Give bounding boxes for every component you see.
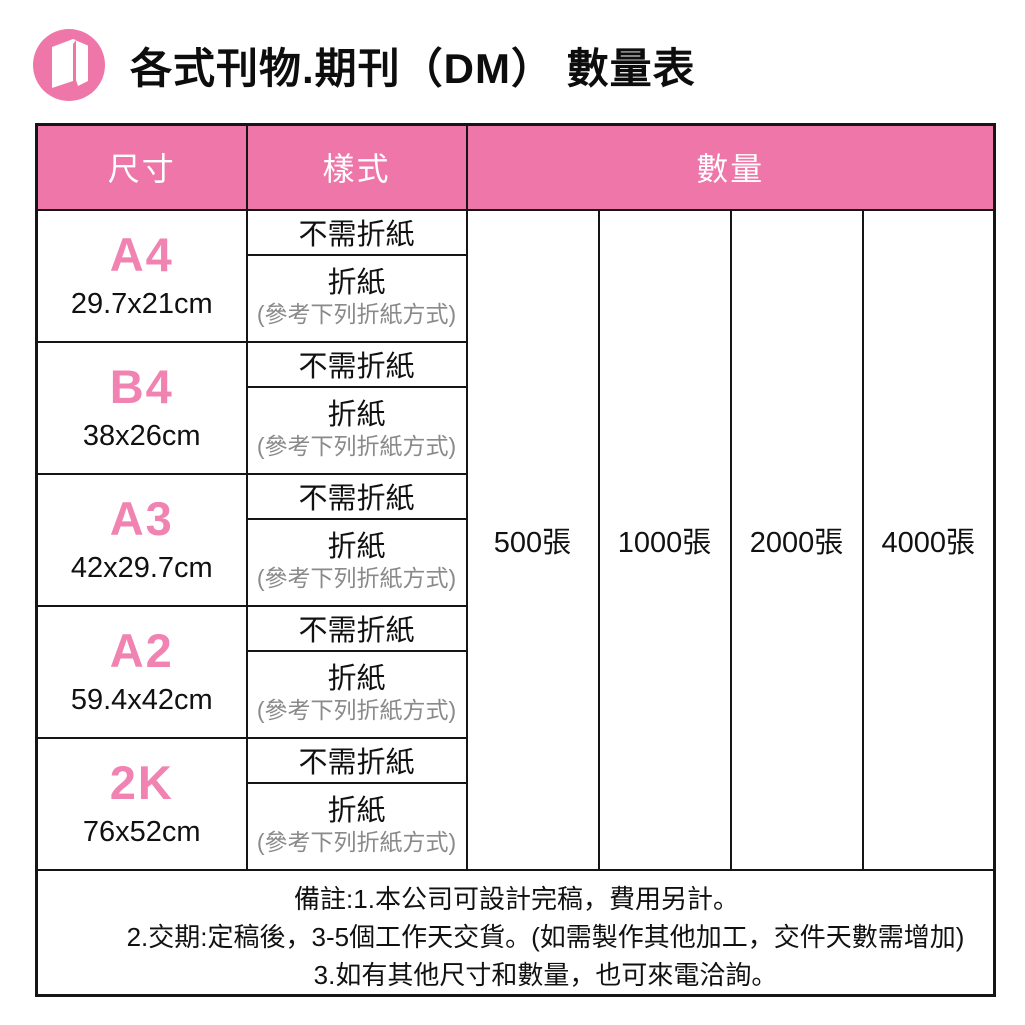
size-dimensions: 38x26cm <box>82 419 201 452</box>
style-fold-cell: 折紙 (參考下列折紙方式) <box>245 253 468 343</box>
style-fold-cell: 折紙 (參考下列折紙方式) <box>245 517 468 607</box>
size-label: A2 <box>109 624 174 678</box>
style-no-fold-cell: 不需折紙 <box>245 604 468 652</box>
note-line-3: 3.如有其他尺寸和數量，也可來電洽詢。 <box>313 959 778 990</box>
size-cell-a4: A4 29.7x21cm <box>35 208 248 343</box>
table-row: 折紙 (參考下列折紙方式) <box>37 385 995 475</box>
table-row: A3 42x29.7cm 不需折紙 <box>35 472 995 607</box>
style-fold-note: (參考下列折紙方式) <box>256 433 457 460</box>
size-cell-2k: 2K 76x52cm <box>35 736 248 871</box>
table-row: 折紙 (參考下列折紙方式) <box>37 649 995 739</box>
style-no-fold-cell: 不需折紙 <box>245 736 468 784</box>
style-fold-cell: 折紙 (參考下列折紙方式) <box>245 649 468 739</box>
style-no-fold-cell: 不需折紙 <box>245 208 468 256</box>
style-fold-label: 折紙 <box>327 398 386 431</box>
quantity-cell: 500張 <box>465 208 600 871</box>
note-line-2: 2.交期:定稿後，3-5個工作天交貨。(如需製作其他加工，交件天數需增加) <box>126 921 965 952</box>
quantity-table: 尺寸 樣式 數量 A4 29.7x21cm 不需折紙 500張 1000張 20… <box>35 123 997 997</box>
size-dimensions: 59.4x42cm <box>70 683 213 716</box>
style-no-fold-cell: 不需折紙 <box>245 340 468 388</box>
size-dimensions: 29.7x21cm <box>70 287 213 320</box>
size-label: A3 <box>109 492 174 546</box>
style-fold-cell: 折紙 (參考下列折紙方式) <box>245 385 468 475</box>
style-fold-note: (參考下列折紙方式) <box>256 301 457 328</box>
quantity-cell: 1000張 <box>597 208 732 871</box>
header-style: 樣式 <box>245 123 468 211</box>
table-row: 2K 76x52cm 不需折紙 <box>35 736 995 871</box>
size-cell-a3: A3 42x29.7cm <box>35 472 248 607</box>
quantity-cell: 2000張 <box>729 208 864 871</box>
page-header: 各式刊物.期刊（DM） 數量表 <box>32 28 696 102</box>
size-label: A4 <box>109 228 174 282</box>
header-size: 尺寸 <box>35 123 248 211</box>
header-quantity: 數量 <box>465 123 996 211</box>
style-fold-cell: 折紙 (參考下列折紙方式) <box>245 781 468 871</box>
notes-cell: 備註:1.本公司可設計完稿，費用另計。 2.交期:定稿後，3-5個工作天交貨。(… <box>35 868 996 996</box>
note-line-1: 備註:1.本公司可設計完稿，費用另計。 <box>294 883 739 914</box>
size-cell-b4: B4 38x26cm <box>35 340 248 475</box>
size-label: 2K <box>109 756 174 810</box>
style-no-fold-cell: 不需折紙 <box>245 472 468 520</box>
table-row: 折紙 (參考下列折紙方式) <box>37 517 995 607</box>
table-row: 折紙 (參考下列折紙方式) <box>37 253 995 343</box>
style-fold-label: 折紙 <box>327 662 386 695</box>
style-fold-label: 折紙 <box>327 266 386 299</box>
notes-row: 備註:1.本公司可設計完稿，費用另計。 2.交期:定稿後，3-5個工作天交貨。(… <box>35 868 996 996</box>
table-row: B4 38x26cm 不需折紙 <box>35 340 995 475</box>
quantity-cell: 4000張 <box>861 208 996 871</box>
brochure-book-icon <box>33 29 105 101</box>
style-fold-note: (參考下列折紙方式) <box>256 829 457 856</box>
table-header-row: 尺寸 樣式 數量 <box>35 123 996 211</box>
table-row: A2 59.4x42cm 不需折紙 <box>35 604 995 739</box>
size-dimensions: 42x29.7cm <box>70 551 213 584</box>
size-cell-a2: A2 59.4x42cm <box>35 604 248 739</box>
page-title: 各式刊物.期刊（DM） 數量表 <box>130 44 696 92</box>
style-fold-note: (參考下列折紙方式) <box>256 565 457 592</box>
size-dimensions: 76x52cm <box>82 815 201 848</box>
table-row: A4 29.7x21cm 不需折紙 500張 1000張 2000張 4000張 <box>35 208 996 871</box>
style-fold-note: (參考下列折紙方式) <box>256 697 457 724</box>
size-label: B4 <box>109 360 174 414</box>
table-row: 折紙 (參考下列折紙方式) <box>37 781 995 871</box>
style-fold-label: 折紙 <box>327 530 386 563</box>
style-fold-label: 折紙 <box>327 794 386 827</box>
